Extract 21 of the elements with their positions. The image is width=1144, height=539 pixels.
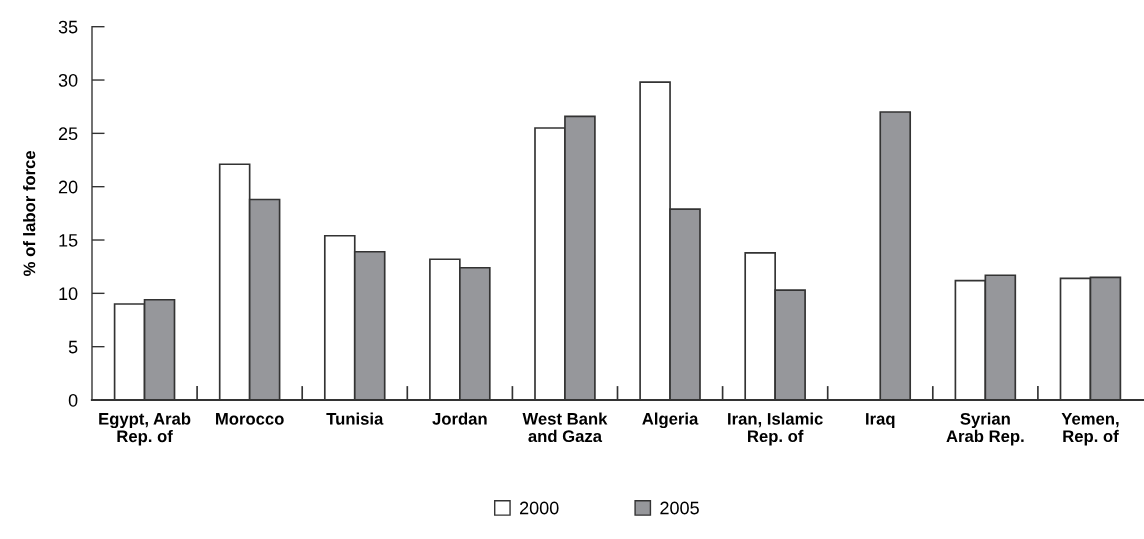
y-tick-label: 30 (58, 73, 78, 87)
x-tick-label: Yemen, Rep. of (1061, 413, 1119, 446)
x-tick-label: Tunisia (326, 412, 384, 425)
legend-label: 2005 (660, 501, 699, 515)
x-tick-label: Algeria (642, 412, 699, 429)
y-tick-label: 15 (59, 234, 78, 247)
y-axis-title: % of labor force (23, 150, 36, 276)
y-tick-label: 5 (68, 340, 78, 354)
y-tick-label: 0 (68, 393, 78, 407)
legend-label: 2000 (520, 501, 559, 515)
x-tick-label: Syrian Arab Rep. (946, 412, 1024, 446)
y-tick-label: 35 (58, 20, 78, 34)
y-tick-label: 20 (58, 180, 78, 194)
x-tick-label: Morocco (216, 413, 284, 425)
x-tick-label: Egypt, Arab Rep. of (99, 412, 191, 446)
x-tick-label: West Bank and Gaza (522, 412, 608, 443)
x-tick-label: Iran, Islamic Rep. of (728, 412, 823, 446)
y-tick-label: 10 (59, 287, 78, 301)
x-tick-label: Iraq (866, 413, 895, 429)
y-tick-label: 25 (58, 127, 78, 141)
x-tick-label: Jordan (432, 412, 487, 425)
